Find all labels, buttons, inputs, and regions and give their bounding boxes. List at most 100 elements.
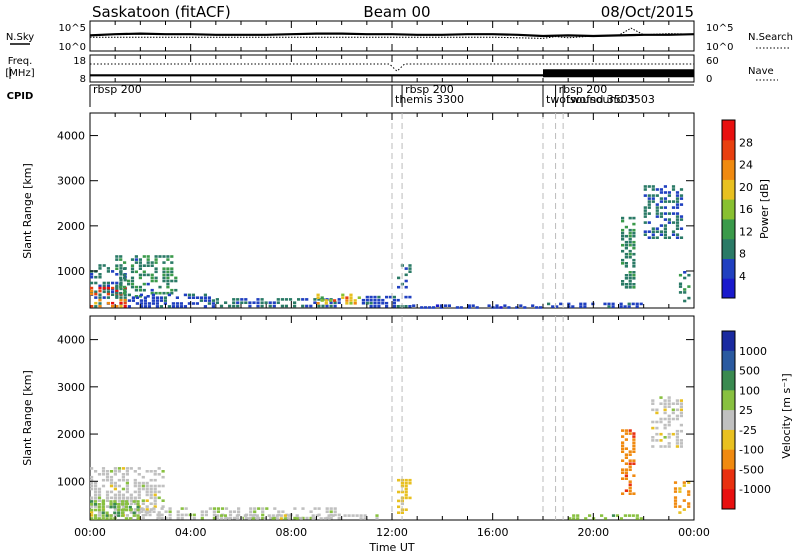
power-cell: [628, 228, 632, 232]
velocity-cell: [675, 414, 679, 418]
velocity-cell: [109, 490, 114, 494]
power-cell: [276, 298, 280, 301]
power-cell: [624, 283, 628, 286]
power-cell: [683, 299, 687, 303]
freq-dense-block: [543, 69, 694, 78]
power-cell: [624, 225, 628, 229]
power-ytick-label-1: 2000: [57, 220, 85, 233]
power-cell: [313, 301, 317, 304]
velocity-cell: [315, 514, 319, 517]
power-cell: [621, 231, 625, 235]
power-cell: [324, 299, 328, 302]
power-cell: [106, 301, 110, 305]
velocity-cell: [673, 490, 678, 493]
velocity-cell: [121, 500, 125, 503]
velocity-cell: [359, 514, 363, 517]
velocity-colorbar: 1000 500 100 25 -25 -100 -500 -1000: [721, 330, 771, 510]
power-cell: [219, 304, 224, 308]
velocity-cell: [137, 473, 141, 476]
velocity-cell: [663, 405, 667, 408]
power-cell: [166, 285, 170, 289]
power-cell: [166, 282, 170, 286]
power-cell: [268, 304, 272, 308]
velocity-cell: [129, 467, 133, 470]
velocity-cell: [263, 517, 267, 520]
power-cell: [628, 231, 632, 235]
power-cell: [659, 188, 663, 191]
power-cell: [607, 302, 611, 306]
power-cell: [167, 305, 171, 308]
power-cell: [154, 261, 158, 264]
power-cell: [90, 305, 94, 308]
velocity-cell: [109, 475, 114, 479]
velocity-cell: [624, 453, 628, 456]
power-cell: [655, 209, 659, 212]
velocity-cell: [584, 517, 588, 520]
power-cell: [647, 203, 651, 206]
velocity-cell: [632, 450, 636, 453]
velocity-cell: [113, 481, 117, 485]
velocity-cell: [675, 432, 679, 436]
velocity-cell: [156, 516, 160, 520]
velocity-cell: [655, 408, 659, 412]
power-cell: [659, 200, 663, 203]
power-cell: [655, 203, 659, 206]
power-cell: [130, 258, 135, 261]
power-cell: [353, 299, 357, 302]
power-cell: [535, 306, 539, 309]
velocity-cell: [667, 445, 671, 448]
velocity-cell: [663, 436, 667, 439]
power-cell: [293, 304, 297, 308]
power-cell: [651, 236, 655, 239]
velocity-ylabel: Slant Range [km]: [21, 370, 34, 466]
velocity-cbar-swatch-3: [722, 390, 735, 411]
power-cell: [611, 305, 615, 308]
power-cell: [143, 296, 147, 299]
velocity-cell: [164, 510, 168, 513]
velocity-cell: [671, 402, 675, 405]
power-cell: [361, 301, 365, 305]
power-cell: [119, 278, 123, 282]
velocity-cell: [628, 489, 632, 492]
power-cell: [150, 264, 154, 267]
power-cell: [643, 209, 647, 212]
power-cell: [519, 304, 523, 307]
velocity-cbar-tick-0: 1000: [739, 345, 767, 358]
velocity-cell: [113, 487, 117, 491]
velocity-cell: [404, 493, 408, 497]
velocity-cell: [255, 517, 259, 520]
velocity-cell: [679, 429, 683, 433]
velocity-cells: [90, 396, 691, 520]
velocity-cell: [90, 467, 94, 470]
velocity-cell: [600, 514, 604, 517]
power-cell: [675, 191, 680, 194]
power-cell: [420, 306, 424, 309]
velocity-cell: [659, 402, 663, 405]
x-tick-label-3: 12:00: [376, 526, 408, 539]
power-cell: [320, 296, 324, 299]
power-cell: [487, 304, 491, 307]
velocity-cell: [109, 481, 114, 485]
velocity-cell: [148, 510, 152, 513]
velocity-cell: [149, 478, 153, 482]
velocity-cell: [679, 445, 683, 448]
power-cell: [155, 305, 159, 308]
power-cell: [106, 267, 110, 270]
power-cell: [98, 284, 102, 288]
velocity-cell: [347, 514, 351, 517]
velocity-cell: [153, 502, 157, 505]
velocity-cell: [243, 514, 247, 517]
power-cell: [377, 295, 381, 299]
velocity-cell: [251, 517, 255, 520]
velocity-cell: [148, 513, 152, 517]
velocity-cell: [400, 481, 404, 485]
velocity-cell: [687, 493, 691, 496]
power-cell: [679, 236, 684, 239]
power-cell: [119, 298, 123, 302]
power-cell: [142, 255, 146, 258]
velocity-cell: [293, 507, 297, 510]
velocity-cell: [184, 513, 188, 517]
velocity-cell: [675, 445, 679, 448]
power-cell: [175, 296, 179, 299]
velocity-cell: [93, 517, 98, 520]
